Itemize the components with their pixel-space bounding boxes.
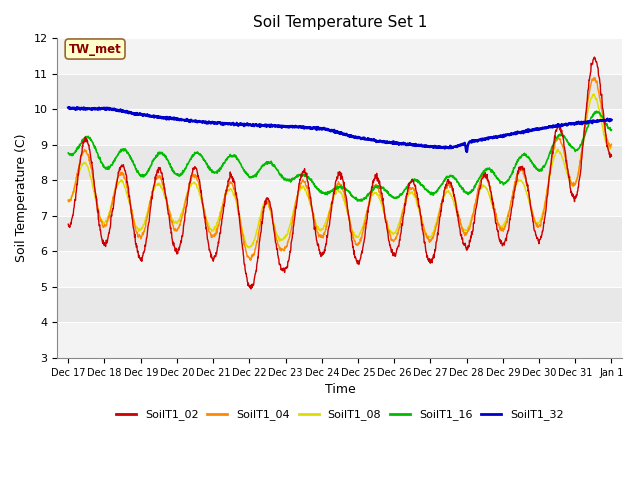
Bar	[58, 109, 622, 145]
X-axis label: Time: Time	[324, 383, 355, 396]
Bar	[58, 38, 622, 73]
Legend: SoilT1_02, SoilT1_04, SoilT1_08, SoilT1_16, SoilT1_32: SoilT1_02, SoilT1_04, SoilT1_08, SoilT1_…	[111, 405, 568, 425]
Bar	[58, 323, 622, 358]
Bar	[58, 252, 622, 287]
Title: Soil Temperature Set 1: Soil Temperature Set 1	[253, 15, 427, 30]
Text: TW_met: TW_met	[68, 43, 122, 56]
Y-axis label: Soil Temperature (C): Soil Temperature (C)	[15, 134, 28, 262]
Bar	[58, 180, 622, 216]
